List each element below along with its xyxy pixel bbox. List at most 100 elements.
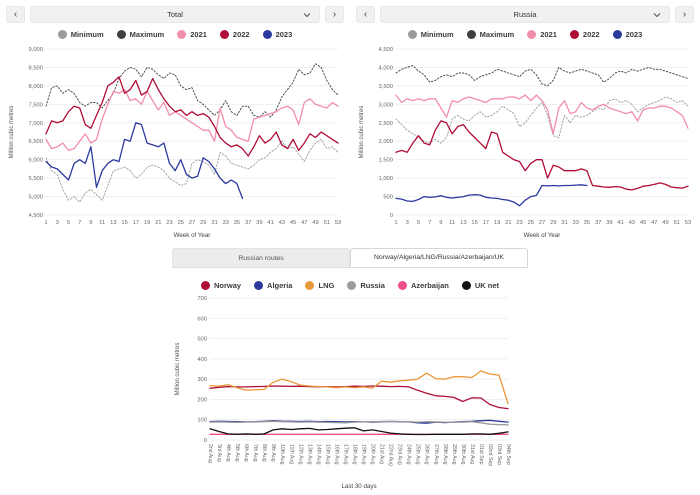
x-tick-label: 5 (67, 220, 70, 226)
legend-label: Norway (213, 280, 242, 290)
y-tick-label: 1,000 (378, 176, 393, 182)
x-tick-label: 18th Aug (352, 444, 358, 465)
x-tick-label: 1 (44, 220, 47, 226)
x-tick-label: 27th Aug (433, 444, 439, 465)
series-russia (209, 420, 509, 426)
x-tick-label: 16th Aug (333, 444, 339, 465)
x-tick-label: 43 (629, 220, 635, 226)
legend-dot (177, 29, 187, 39)
legend-item-algeria[interactable]: Algeria (254, 280, 293, 290)
legend-dot (397, 280, 407, 290)
legend-item-2022[interactable]: 2022 (569, 29, 600, 39)
x-tick-label: 47 (301, 220, 307, 226)
x-tick-label: 3 (406, 220, 409, 226)
x-tick-label: 13 (460, 220, 466, 226)
x-tick-label: 9th Aug (270, 444, 276, 462)
legend-label: Azerbaijan (410, 280, 449, 290)
legend-item-minimum[interactable]: Minimum (57, 29, 104, 39)
y-tick-label: 7,500 (28, 102, 43, 108)
x-tick-label: 12th Aug (297, 444, 303, 465)
chevron-down-icon (303, 13, 311, 18)
x-tick-label: 14th Aug (315, 444, 321, 465)
x-tick-label: 5 (417, 220, 420, 226)
legend-dot (57, 29, 67, 39)
x-tick-label: 21 (505, 220, 511, 226)
x-tick-label: 15 (121, 220, 127, 226)
legend-label: Russia (360, 280, 385, 290)
legend-item-azerbaijan[interactable]: Azerbaijan (397, 280, 449, 290)
legend-item-uk-net[interactable]: UK net (461, 280, 499, 290)
russia-panel: ‹ Russia › Minimum Maximum 2021 2022 2023 0 5… (350, 0, 700, 244)
legend-item-2022[interactable]: 2022 (219, 29, 250, 39)
legend-label: Algeria (267, 280, 293, 290)
y-tick-label: 600 (197, 316, 207, 322)
legend-item-minimum[interactable]: Minimum (407, 29, 454, 39)
legend-dot (569, 29, 579, 39)
x-tick-label: 21 (155, 220, 161, 226)
total-chart[interactable]: 4,500 5,000 5,500 6,000 6,500 7,000 7,500 8,000… (6, 43, 344, 239)
x-tick-label: 35 (234, 220, 240, 226)
series-minimum (45, 138, 339, 203)
legend-label: 2021 (190, 29, 207, 39)
x-tick-label: 7th Aug (252, 444, 258, 462)
legend-item-2023[interactable]: 2023 (612, 29, 642, 39)
x-tick-label: 29th Aug (451, 444, 457, 465)
x-tick-label: 29 (550, 220, 556, 226)
next-chart-button[interactable]: › (675, 6, 694, 23)
y-tick-label: 7,000 (28, 121, 43, 127)
x-tick-label: 49 (662, 220, 668, 226)
legend-item-lng[interactable]: LNG (305, 280, 334, 290)
daily-flows-panel: Russian routes Norway/Algeria/LNG/Russia… (172, 248, 528, 495)
x-tick-label: 13 (110, 220, 116, 226)
x-tick-label: 20th Aug (370, 444, 376, 465)
x-tick-label: 53 (685, 220, 691, 226)
russia-selector-label: Russia (513, 10, 537, 19)
y-tick-label: 2,500 (378, 121, 393, 127)
x-tick-label: 23rd Aug (397, 444, 403, 465)
y-tick-label: 4,500 (378, 47, 393, 53)
x-tick-label: 17 (483, 220, 489, 226)
prev-chart-button[interactable]: ‹ (356, 6, 375, 23)
prev-chart-button[interactable]: ‹ (6, 6, 25, 23)
legend-item-maximum[interactable]: Maximum (116, 29, 164, 39)
legend-item-norway[interactable]: Norway (200, 280, 242, 290)
x-tick-label: 11 (449, 220, 455, 226)
y-tick-label: 700 (197, 296, 207, 302)
total-selector-dropdown[interactable]: Total (30, 6, 320, 23)
daily-flows-chart[interactable]: 0 100 200 300 400 500 600 700 2nd Aug 3rd Aug 4th … (172, 294, 520, 490)
legend-dot (200, 280, 210, 290)
y-tick-label: 9,000 (28, 47, 43, 53)
x-tick-label: 51 (674, 220, 680, 226)
russia-panel-header: ‹ Russia › (356, 6, 694, 23)
series-uk-net (209, 427, 509, 436)
legend-item-maximum[interactable]: Maximum (466, 29, 514, 39)
x-tick-label: 27 (189, 220, 195, 226)
legend-label: 2022 (232, 29, 250, 39)
x-tick-label: 22nd Aug (388, 444, 394, 466)
y-tick-label: 400 (197, 357, 207, 363)
x-tick-label: 25 (528, 220, 534, 226)
x-tick-label: 31 (211, 220, 217, 226)
series-2023 (45, 122, 244, 200)
y-tick-label: 100 (197, 418, 207, 424)
x-tick-label: 7 (428, 220, 431, 226)
legend-item-2023[interactable]: 2023 (262, 29, 293, 39)
legend-dot (305, 280, 315, 290)
legend-item-2021[interactable]: 2021 (527, 29, 557, 39)
russia-selector-dropdown[interactable]: Russia (380, 6, 670, 23)
tab-russian-routes[interactable]: Russian routes (172, 248, 350, 267)
x-tick-label: 17th Aug (343, 444, 349, 465)
x-tick-label: 31st Aug (469, 444, 475, 464)
y-tick-label: 4,500 (28, 213, 43, 219)
legend-item-russia[interactable]: Russia (347, 280, 385, 290)
russia-chart[interactable]: 0 500 1,000 1,500 2,000 2,500 3,000 3,500 4,000 4… (356, 43, 694, 239)
next-chart-button[interactable]: › (325, 6, 344, 23)
x-tick-label: 02nd Sep (487, 444, 493, 466)
legend-item-2021[interactable]: 2021 (177, 29, 207, 39)
y-tick-label: 2,000 (378, 139, 393, 145)
x-tick-label: 23 (516, 220, 522, 226)
tab-norway-algeria-lng-russia-azerbaijan-uk[interactable]: Norway/Algeria/LNG/Russia/Azerbaijan/UK (350, 248, 528, 267)
series-2022 (395, 120, 689, 191)
legend-label: 2023 (275, 29, 293, 39)
series-minimum (395, 96, 689, 144)
